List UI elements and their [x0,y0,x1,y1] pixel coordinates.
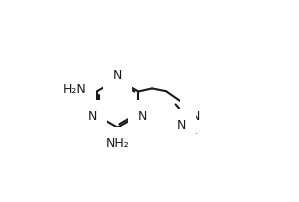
Text: N: N [190,110,200,123]
Text: N: N [176,119,186,132]
Text: N: N [138,110,147,123]
Text: N: N [88,110,97,123]
Text: NH₂: NH₂ [106,137,129,150]
Text: N: N [113,69,122,82]
Text: H₂N: H₂N [63,83,86,97]
